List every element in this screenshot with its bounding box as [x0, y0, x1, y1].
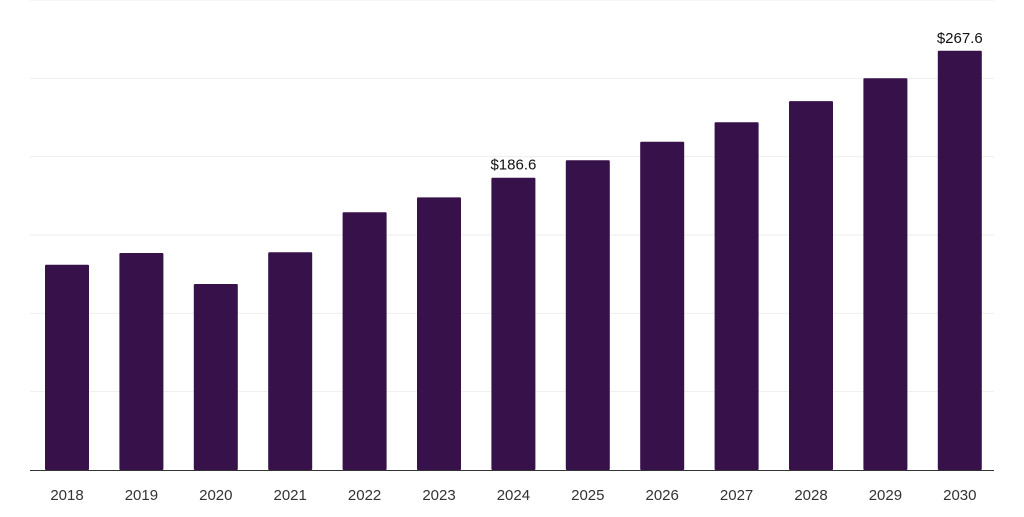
- x-tick-label-2022: 2022: [348, 487, 381, 504]
- x-tick-label-2028: 2028: [794, 487, 827, 504]
- bar-2027[interactable]: [714, 122, 759, 470]
- bar-2023[interactable]: [417, 197, 461, 470]
- bar-2029[interactable]: [863, 78, 908, 471]
- x-tick-label-2027: 2027: [720, 487, 753, 504]
- x-tick-label-2023: 2023: [422, 487, 455, 504]
- x-tick-label-2030: 2030: [943, 487, 976, 504]
- bars: [45, 50, 982, 471]
- bar-2030[interactable]: [937, 50, 982, 471]
- x-tick-label-2021: 2021: [274, 487, 307, 504]
- x-tick-label-2020: 2020: [199, 487, 232, 504]
- bar-2028[interactable]: [789, 101, 833, 470]
- bar-2021[interactable]: [268, 252, 313, 470]
- x-axis-ticks: 2018 2019 2020 2021 2022 2023 2024 2025 2026 2027…: [50, 487, 976, 504]
- x-tick-label-2026: 2026: [646, 487, 679, 504]
- bar-2018[interactable]: [45, 264, 89, 470]
- data-label-2024: $186.6: [490, 157, 536, 174]
- data-labels: $186.6 $267.6: [490, 30, 982, 174]
- x-tick-label-2018: 2018: [50, 487, 83, 504]
- bar-2024[interactable]: [491, 177, 536, 470]
- bar-2025[interactable]: [565, 160, 610, 471]
- data-label-2030: $267.6: [937, 30, 983, 47]
- bar-2022[interactable]: [342, 212, 387, 471]
- bar-2026[interactable]: [640, 141, 685, 471]
- x-tick-label-2025: 2025: [571, 487, 604, 504]
- bar-2019[interactable]: [119, 253, 164, 470]
- bar-2020[interactable]: [193, 284, 238, 470]
- x-tick-label-2029: 2029: [869, 487, 902, 504]
- x-tick-label-2024: 2024: [497, 487, 530, 504]
- x-tick-label-2019: 2019: [125, 487, 158, 504]
